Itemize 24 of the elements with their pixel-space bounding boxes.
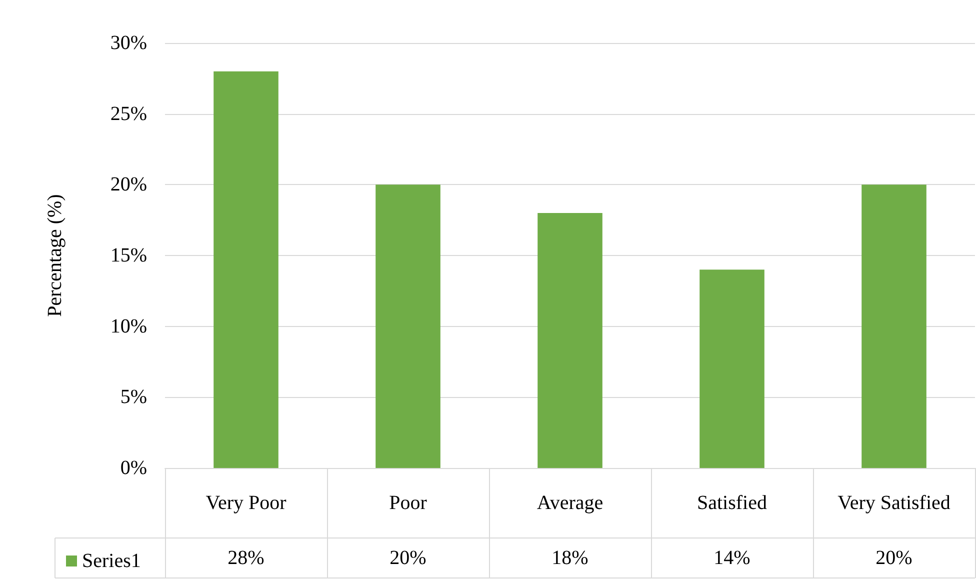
legend-label: Series1 [82,550,141,572]
y-tick-label: 5% [120,386,147,408]
bar [376,184,440,468]
x-tick-label: Poor [389,492,428,514]
y-tick-label: 25% [110,102,147,125]
x-tick-label: Very Poor [206,492,287,514]
x-tick-label: Very Satisfied [838,492,950,514]
y-tick-label: 20% [110,174,147,196]
data-label: 28% [228,547,264,569]
bar [862,184,926,468]
y-tick-label: 30% [110,32,147,54]
y-tick-label: 15% [110,244,147,266]
bar [700,270,764,468]
y-axis-title: Percentage (%) [44,194,66,317]
data-label: 20% [390,547,426,569]
y-tick-label: 0% [120,457,147,479]
x-tick-label: Average [536,492,604,514]
bar [214,71,278,468]
data-label: 18% [552,547,588,569]
data-label: 14% [714,547,750,569]
y-tick-label: 10% [110,315,147,338]
bar [538,213,602,468]
data-label: 20% [876,547,912,569]
x-tick-label: Satisfied [697,492,767,514]
